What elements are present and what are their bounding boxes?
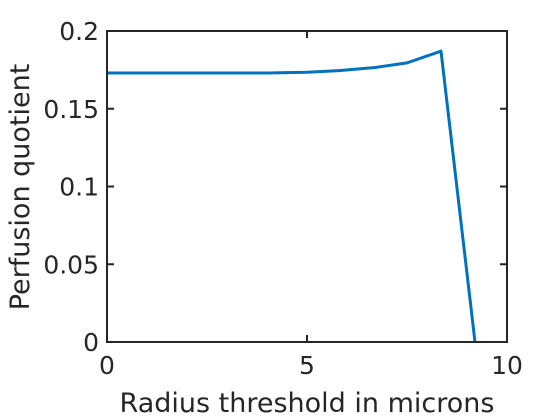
y-tick-label: 0.15	[43, 95, 99, 124]
axes-layer: 0 5 10 0 0.05 0.1 0.15 0.2	[43, 17, 523, 380]
x-tick-label: 10	[491, 351, 523, 380]
series-layer	[107, 49, 477, 343]
x-axis-label: Radius threshold in microns	[120, 388, 495, 419]
x-tick-label: 5	[299, 351, 315, 380]
y-axis-label: Perfusion quotient	[5, 64, 36, 311]
y-tick-label: 0	[83, 328, 99, 357]
y-tick-label: 0.1	[59, 173, 99, 202]
y-tick-label: 0.05	[43, 250, 99, 279]
series-line-0	[107, 49, 477, 343]
y-tick-label: 0.2	[59, 17, 99, 46]
x-tick-label: 0	[99, 351, 115, 380]
